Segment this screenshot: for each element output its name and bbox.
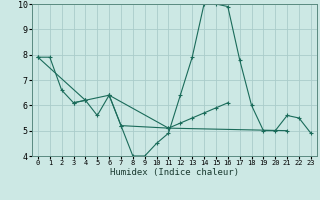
X-axis label: Humidex (Indice chaleur): Humidex (Indice chaleur) <box>110 168 239 177</box>
